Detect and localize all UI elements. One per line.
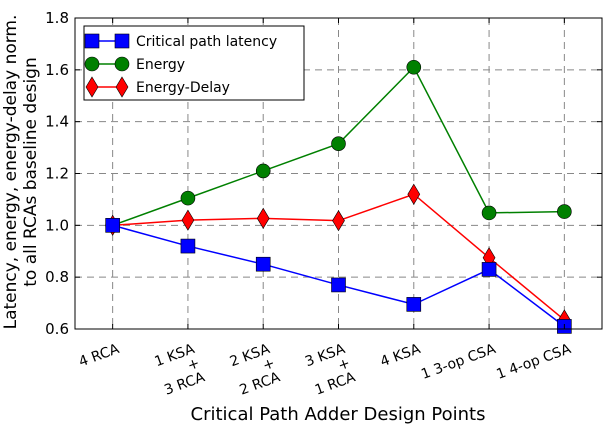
x-tick-label: 4 RCA: [77, 341, 122, 370]
x-tick-label-line: 1 3-op CSA: [419, 341, 498, 383]
data-point-circle: [180, 190, 196, 206]
legend-marker: [84, 56, 100, 72]
data-point-square: [105, 218, 120, 233]
x-tick-label-line: 4 KSA: [378, 341, 423, 370]
x-tick-label-line: 4 RCA: [77, 341, 122, 370]
x-tick-label: 4 KSA: [378, 341, 423, 370]
x-tick-label-line: +: [336, 355, 352, 374]
plot-markers: [105, 59, 572, 334]
legend-label: Energy: [136, 57, 185, 73]
data-point-square: [481, 262, 497, 277]
data-point-diamond: [407, 183, 421, 205]
data-point-diamond: [181, 209, 195, 231]
y-tick-label: 1.0: [45, 216, 69, 234]
y-tick-label: 1.8: [45, 9, 69, 27]
data-point-circle: [255, 163, 271, 179]
x-tick-label-line: 3 RCA: [162, 369, 207, 398]
y-tick-label: 0.6: [45, 320, 69, 338]
legend-marker: [84, 33, 100, 49]
data-point-diamond: [332, 210, 345, 232]
x-tick-label: 1 4-op CSA: [494, 341, 573, 383]
x-tick-label-line: +: [185, 355, 201, 374]
data-point-circle: [406, 59, 422, 75]
x-tick-label: 2 KSA+2 RCA: [228, 341, 283, 399]
data-point-diamond: [256, 207, 270, 229]
y-tick-label: 1.6: [45, 61, 69, 79]
x-tick-label: 1 3-op CSA: [419, 341, 498, 383]
data-point-square: [406, 297, 422, 312]
y-axis-label-line2: to all RCAs baseline design: [21, 57, 41, 286]
y-axis-label-line1: Latency, energy, energy-delay norm.: [1, 15, 21, 330]
x-tick-label: 3 KSA+1 RCA: [303, 341, 358, 399]
legend-marker: [114, 56, 130, 72]
x-tick-label-line: +: [261, 355, 277, 374]
data-point-circle: [557, 204, 572, 219]
legend-marker: [114, 33, 130, 49]
y-axis: 0.6 0.8 1.0 1.2 1.4 1.6 1.8: [45, 9, 602, 338]
data-point-circle: [481, 205, 497, 221]
data-point-square: [255, 256, 271, 272]
legend-label: Critical path latency: [136, 34, 277, 50]
y-tick-label: 1.4: [45, 113, 69, 131]
data-point-square: [331, 277, 346, 293]
x-axis-label: Critical Path Adder Design Points: [191, 404, 486, 425]
y-tick-label: 0.8: [45, 268, 69, 286]
data-point-circle: [331, 136, 346, 151]
x-tick-label-line: 1 4-op CSA: [494, 341, 573, 383]
x-tick-label: 1 KSA+3 RCA: [152, 341, 207, 399]
data-point-square: [180, 238, 196, 254]
y-tick-label: 1.2: [45, 165, 69, 183]
legend-marker: [85, 76, 99, 98]
x-tick-label-line: 2 RCA: [238, 369, 283, 398]
legend: Critical path latency Energy Energy-Delay: [83, 25, 305, 101]
x-tick-label-line: 1 RCA: [313, 369, 358, 398]
legend-marker: [115, 76, 129, 98]
legend-label: Energy-Delay: [136, 80, 230, 96]
